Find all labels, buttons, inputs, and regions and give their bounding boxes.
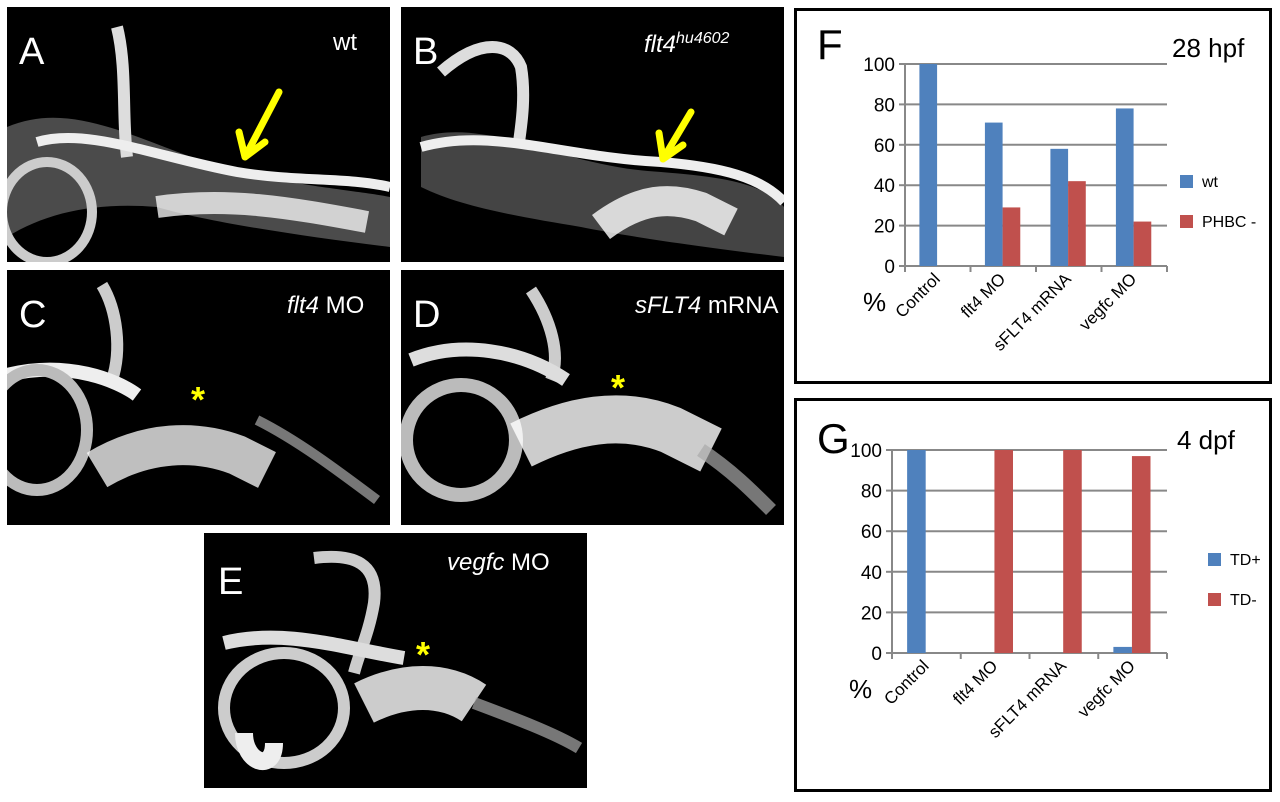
chart-f: F 28 hpf 0 20 40 60 80 100% Control flt4 MO sFLT4 … — [794, 8, 1272, 384]
asterisk-marker: * — [416, 634, 431, 675]
chart-title: 4 dpf — [1177, 425, 1236, 455]
panel-e: E vegfc MO * — [204, 533, 587, 788]
x-tick-label: flt4 MO — [949, 656, 1001, 708]
legend-label: TD+ — [1230, 552, 1261, 569]
bar — [1133, 221, 1152, 266]
panel-d-title-rest: mRNA — [701, 292, 779, 319]
bar — [1002, 207, 1021, 266]
y-tick-label: 80 — [874, 95, 895, 116]
panel-a-title: wt — [333, 29, 357, 56]
y-tick-label: 100 — [863, 55, 895, 76]
y-tick-label: 40 — [861, 563, 882, 584]
chart-panel-letter: G — [817, 415, 850, 462]
y-tick-label: 60 — [874, 136, 895, 157]
panel-e-title: vegfc MO — [447, 551, 550, 575]
legend-swatch — [1180, 175, 1193, 188]
y-tick-label: 40 — [874, 176, 895, 197]
x-tick-label: vegfc MO — [1075, 269, 1140, 334]
panel-letter-b: B — [413, 31, 439, 73]
panel-letter-d: D — [413, 294, 441, 336]
y-tick-label: 20 — [874, 217, 895, 238]
arrow-icon — [655, 108, 695, 163]
bar — [994, 450, 1013, 653]
legend-swatch — [1208, 553, 1221, 566]
bar — [1115, 108, 1134, 266]
panel-b: B flt4hu4602 — [401, 7, 784, 262]
y-tick-label: 80 — [861, 482, 882, 503]
legend-swatch — [1180, 215, 1193, 228]
y-axis-label: % — [849, 674, 872, 704]
y-tick-label: 60 — [861, 522, 882, 543]
panel-letter-c: C — [19, 294, 47, 336]
bar — [1050, 148, 1069, 266]
panel-d-image — [401, 286, 776, 515]
legend-label: TD- — [1230, 592, 1257, 609]
asterisk-marker: * — [191, 379, 206, 420]
legend-swatch — [1208, 593, 1221, 606]
x-tick-label: flt4 MO — [957, 269, 1009, 321]
panel-c-title: flt4 MO — [287, 294, 364, 318]
panel-b-title-main: flt4 — [644, 31, 677, 58]
panel-c: C flt4 MO * — [7, 270, 390, 525]
bar — [1113, 646, 1132, 653]
x-tick-label: Control — [880, 656, 932, 708]
panel-a-image — [7, 25, 390, 262]
y-tick-label: 0 — [884, 257, 895, 278]
x-tick-label: vegfc MO — [1074, 656, 1139, 721]
panel-d: D sFLT4 mRNA * — [401, 270, 784, 525]
bar — [1068, 181, 1086, 266]
panel-d-title-ital: sFLT4 — [635, 292, 702, 319]
chart-panel-letter: F — [817, 21, 843, 68]
legend-label: PHBC - — [1202, 214, 1256, 231]
panel-e-title-ital: vegfc — [447, 549, 505, 576]
panel-c-title-ital: flt4 — [287, 292, 320, 319]
bar — [984, 122, 1003, 266]
panel-b-title-sup: hu4602 — [676, 30, 730, 47]
panel-b-image — [419, 41, 784, 257]
y-tick-label: 100 — [850, 441, 882, 462]
legend-label: wt — [1201, 174, 1219, 191]
panel-c-image — [7, 281, 380, 505]
y-axis-label: % — [863, 287, 886, 317]
panel-letter-a: A — [19, 31, 45, 73]
panel-letter-e: E — [218, 561, 244, 603]
arrow-icon — [235, 88, 283, 161]
bar — [1063, 450, 1082, 653]
asterisk-marker: * — [611, 367, 626, 408]
bar — [1131, 456, 1151, 653]
panel-e-title-rest: MO — [504, 549, 550, 576]
chart-title: 28 hpf — [1172, 33, 1245, 63]
panel-c-title-rest: MO — [319, 292, 365, 319]
y-tick-label: 20 — [861, 603, 882, 624]
y-tick-label: 0 — [871, 644, 882, 665]
x-tick-label: Control — [892, 269, 944, 321]
panel-b-title: flt4hu4602 — [644, 31, 729, 57]
panel-e-image — [218, 550, 583, 771]
bar — [919, 64, 938, 266]
bar — [907, 450, 926, 653]
panel-d-title: sFLT4 mRNA — [635, 294, 779, 318]
panel-a: A wt — [7, 7, 390, 262]
